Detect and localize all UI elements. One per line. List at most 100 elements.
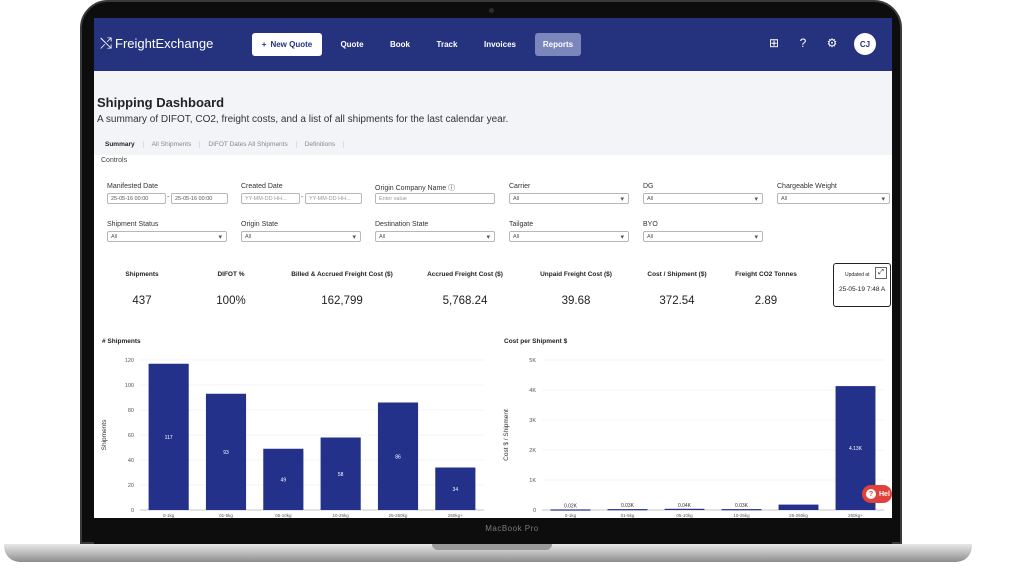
- help-button[interactable]: ? Hel: [862, 485, 892, 503]
- nav-track[interactable]: Track: [436, 40, 458, 49]
- manifested-date-from[interactable]: 25-05-16 00:00: [107, 193, 166, 204]
- dg-select[interactable]: All: [643, 193, 763, 204]
- created-date-label: Created Date: [241, 183, 283, 190]
- bar-value-label: 49: [281, 477, 287, 483]
- new-quote-label: New Quote: [270, 40, 313, 49]
- kpi-co2-value: 2.89: [754, 295, 778, 307]
- updated-at-value: 25-05-19 7:48 A: [839, 286, 886, 293]
- y-tick-label: 0: [533, 508, 536, 514]
- bar: [778, 504, 819, 510]
- y-tick-label: 5K: [529, 358, 536, 364]
- kpi-co2-label: Freight CO2 Tonnes: [735, 271, 797, 278]
- destination-state-label: Destination State: [375, 221, 429, 228]
- y-tick-label: 100: [125, 383, 134, 389]
- controls-label: Controls: [101, 157, 128, 164]
- dg-value: All: [647, 195, 654, 202]
- byo-select[interactable]: All: [643, 231, 763, 242]
- shipments-chart: Shipments 0 20 40 60 80 100 120 117 0-1kg 93 01-5kg…: [101, 358, 484, 518]
- destination-state-select[interactable]: All: [375, 231, 495, 242]
- camera: [489, 8, 494, 13]
- tab-definitions[interactable]: Definitions: [297, 141, 345, 148]
- page-title: Shipping Dashboard: [97, 95, 225, 110]
- info-icon: ⓘ: [448, 185, 456, 192]
- y-tick-label: 4K: [529, 388, 536, 394]
- y-axis-label: Cost $ / Shipment: [503, 409, 510, 461]
- kpi-accrued-value: 5,768.24: [442, 295, 488, 307]
- y-tick-label: 20: [128, 483, 134, 489]
- y-tick-label: 2K: [529, 448, 536, 454]
- origin-state-label: Origin State: [241, 221, 278, 228]
- x-tick-label: 05-10kg: [275, 513, 292, 518]
- kpi-difot-value: 100%: [216, 295, 246, 307]
- y-tick-label: 40: [128, 458, 134, 464]
- kpi-cost-per-shipment-value: 372.54: [659, 295, 695, 307]
- bar-value-label: 0.03K: [735, 503, 749, 509]
- bar: [377, 402, 419, 510]
- shipment-status-value: All: [111, 233, 118, 240]
- avatar[interactable]: CJ: [854, 33, 876, 55]
- tab-summary[interactable]: Summary: [97, 141, 144, 148]
- page-subtitle: A summary of DIFOT, CO2, freight costs, …: [97, 114, 509, 125]
- gear-icon[interactable]: ⚙: [826, 36, 838, 50]
- created-date-from[interactable]: YY-MM-DD HH...: [241, 193, 300, 204]
- kpi-billed-label: Billed & Accrued Freight Cost ($): [291, 271, 393, 278]
- brand-label: MacBook Pro: [485, 524, 539, 533]
- nav-reports[interactable]: Reports: [535, 33, 581, 56]
- top-navbar: ⤭ FreightExchange + New Quote Quote Book…: [94, 18, 892, 71]
- nav-book[interactable]: Book: [390, 40, 410, 49]
- chargeable-weight-value: All: [781, 195, 788, 202]
- x-tick-label: 25-250kg: [389, 513, 408, 518]
- laptop-chin: [94, 518, 892, 544]
- created-date-to[interactable]: YY-MM-DD HH...: [305, 193, 362, 204]
- tab-all-shipments[interactable]: All Shipments: [144, 141, 201, 148]
- tailgate-select[interactable]: All: [509, 231, 629, 242]
- kpi-unpaid-label: Unpaid Freight Cost ($): [540, 271, 612, 278]
- x-tick-label: 01-5kg: [621, 513, 635, 518]
- chart-title-cost: Cost per Shipment $: [504, 338, 568, 345]
- qr-add-icon[interactable]: ⊞: [768, 36, 780, 50]
- expand-icon[interactable]: ⤢: [875, 267, 887, 279]
- manifested-date-to[interactable]: 25-05-16 00:00: [171, 193, 228, 204]
- origin-state-value: All: [245, 233, 252, 240]
- help-icon: ?: [866, 489, 876, 499]
- carrier-value: All: [513, 195, 520, 202]
- x-tick-label: 01-5kg: [219, 513, 233, 518]
- logo[interactable]: ⤭ FreightExchange: [100, 35, 213, 52]
- bar: [435, 467, 476, 510]
- x-tick-label: 10-25kg: [733, 513, 750, 518]
- y-axis-label: Shipments: [101, 419, 108, 450]
- nav-quote[interactable]: Quote: [340, 40, 364, 49]
- kpi-shipments-value: 437: [132, 295, 152, 307]
- shipment-status-select[interactable]: All: [107, 231, 227, 242]
- nav-invoices[interactable]: Invoices: [483, 40, 516, 49]
- carrier-label: Carrier: [509, 183, 531, 190]
- y-tick-label: 0: [131, 508, 134, 514]
- byo-label: BYO: [643, 221, 658, 228]
- byo-value: All: [647, 233, 654, 240]
- bar: [607, 509, 648, 511]
- new-quote-button[interactable]: + New Quote: [252, 33, 322, 56]
- y-tick-label: 60: [128, 433, 134, 439]
- logo-text: FreightExchange: [115, 36, 214, 51]
- y-tick-label: 80: [128, 408, 134, 414]
- chargeable-weight-select[interactable]: All: [777, 193, 890, 204]
- bar: [148, 363, 189, 510]
- tailgate-value: All: [513, 233, 520, 240]
- origin-state-select[interactable]: All: [241, 231, 361, 242]
- help-label: Hel: [879, 490, 890, 498]
- x-tick-label: 10-25kg: [333, 513, 350, 518]
- kpi-billed-value: 162,799: [321, 295, 363, 307]
- shipment-status-label: Shipment Status: [107, 221, 159, 228]
- tailgate-label: Tailgate: [509, 221, 534, 228]
- y-tick-label: 3K: [529, 418, 536, 424]
- manifested-date-label: Manifested Date: [107, 183, 158, 190]
- tab-difot-dates[interactable]: DIFOT Dates All Shipments: [200, 141, 297, 148]
- help-circle-icon[interactable]: ?: [799, 36, 807, 50]
- bar-value-label: 34: [453, 487, 459, 493]
- origin-company-input[interactable]: Enter value: [375, 193, 495, 204]
- bar: [205, 393, 247, 510]
- kpi-difot-label: DIFOT %: [217, 271, 245, 278]
- laptop-notch: [432, 544, 552, 550]
- carrier-select[interactable]: All: [509, 193, 629, 204]
- x-tick-label: 250kg+: [848, 513, 863, 518]
